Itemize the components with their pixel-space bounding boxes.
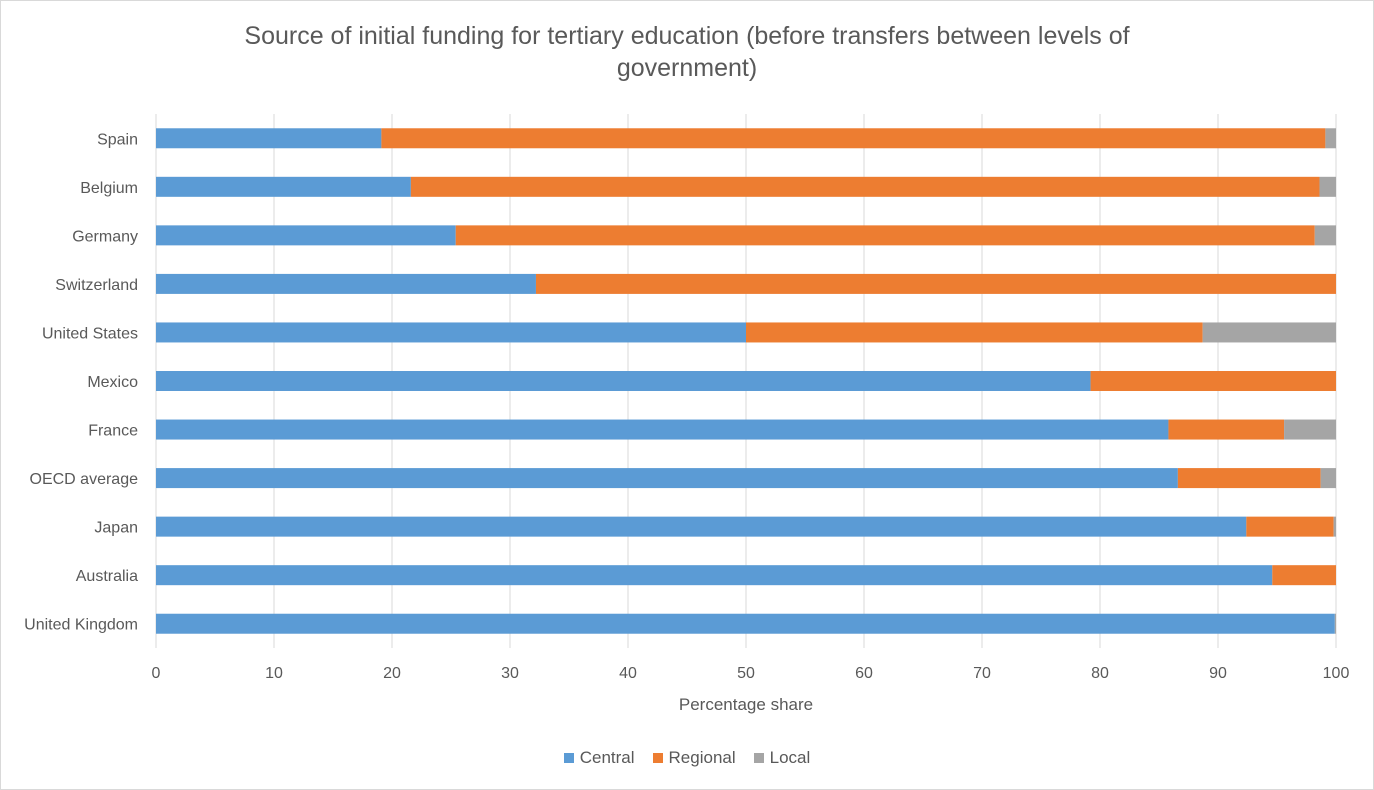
y-category-label: United States (42, 325, 138, 342)
bar-local (1319, 176, 1336, 197)
y-category-label: Belgium (80, 180, 138, 197)
legend-label: Regional (668, 748, 736, 767)
x-tick-label: 10 (265, 665, 283, 682)
bar-local (1202, 322, 1336, 343)
y-category-label: France (88, 423, 138, 440)
bar-regional (1168, 419, 1285, 440)
bar-regional (746, 322, 1203, 343)
bar-local (1325, 128, 1336, 149)
x-tick-label: 0 (152, 665, 161, 682)
x-tick-label: 40 (619, 665, 637, 682)
chart-title-line-1: Source of initial funding for tertiary e… (244, 22, 1130, 50)
x-tick-label: 100 (1323, 665, 1350, 682)
chart-title: Source of initial funding for tertiary e… (0, 20, 1374, 84)
bar-central (156, 371, 1091, 391)
bar-local (1333, 516, 1336, 537)
x-tick-label: 50 (737, 665, 755, 682)
bar-local (1334, 613, 1336, 634)
legend-item-regional: Regional (652, 748, 736, 768)
bar-regional (1177, 468, 1321, 489)
legend-swatch (753, 753, 764, 763)
bar-central (156, 128, 382, 149)
y-category-label: United Kingdom (24, 617, 138, 634)
legend-label: Local (769, 748, 811, 767)
bar-central (156, 468, 1178, 489)
y-category-label: Spain (97, 131, 138, 148)
x-tick-label: 80 (1091, 665, 1109, 682)
bar-regional (1246, 516, 1334, 537)
bar-central (156, 273, 536, 294)
y-category-label: Australia (76, 568, 138, 585)
x-axis-label: Percentage share (679, 695, 813, 714)
bar-regional (381, 128, 1326, 149)
bar-central (156, 322, 746, 343)
x-tick-label: 70 (973, 665, 991, 682)
bar-central (156, 225, 456, 246)
bar-local (1320, 468, 1336, 489)
legend-swatch (652, 753, 663, 763)
y-category-label: Germany (72, 228, 138, 245)
y-category-label: OECD average (30, 471, 139, 488)
bar-regional (1090, 371, 1336, 391)
x-tick-label: 20 (383, 665, 401, 682)
bar-regional (410, 176, 1320, 197)
bar-regional (535, 273, 1336, 294)
bar-central (156, 176, 411, 197)
legend-label: Central (579, 748, 635, 767)
y-category-label: Japan (94, 520, 138, 537)
bar-central (156, 613, 1335, 634)
bar-central (156, 516, 1247, 537)
x-tick-label: 30 (501, 665, 519, 682)
x-tick-label: 90 (1209, 665, 1227, 682)
y-category-label: Switzerland (55, 277, 138, 294)
bar-local (1284, 419, 1336, 440)
legend-item-central: Central (563, 748, 635, 768)
chart-legend: Central Regional Local (0, 748, 1374, 768)
bar-local (1314, 225, 1336, 246)
chart-title-line-2: government) (616, 54, 758, 82)
x-tick-label: 60 (855, 665, 873, 682)
legend-swatch (563, 753, 574, 763)
bar-regional (1272, 565, 1336, 586)
bar-regional (455, 225, 1315, 246)
legend-item-local: Local (753, 748, 811, 768)
y-category-label: Mexico (87, 374, 138, 391)
bar-central (156, 419, 1169, 440)
bar-central (156, 565, 1273, 586)
